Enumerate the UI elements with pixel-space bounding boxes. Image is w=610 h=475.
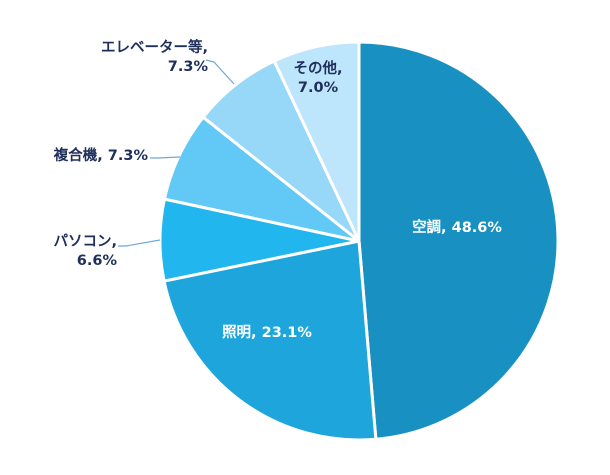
leader-line-3	[118, 239, 161, 247]
slice-label-line: 空調, 48.6%	[412, 218, 502, 236]
slice-label-line: エレベーター等,	[101, 38, 208, 56]
slice-label-line: 照明, 23.1%	[222, 324, 312, 341]
slice-label-4: 複合機, 7.3%	[53, 146, 149, 164]
leader-line-4	[150, 156, 181, 159]
slice-label-line: 6.6%	[77, 253, 118, 269]
slice-label-3: パソコン, 6.6%	[53, 233, 117, 269]
slice-label-line: その他,	[293, 59, 342, 77]
slice-label-6: その他, 7.0%	[293, 59, 342, 96]
pie-slice-6	[272, 40, 361, 242]
slice-label-2: 照明, 23.1%	[222, 324, 312, 341]
slice-label-5: エレベーター等, 7.3%	[101, 38, 208, 75]
slice-label-line: 7.0%	[298, 80, 339, 96]
leader-line-5	[205, 59, 235, 85]
slice-label-line: 複合機, 7.3%	[53, 146, 149, 164]
slice-label-line: パソコン,	[53, 233, 117, 250]
pie-slice-2	[162, 239, 378, 442]
pie-slice-1	[357, 40, 560, 441]
slice-label-line: 7.3%	[168, 59, 209, 75]
slice-label-1: 空調, 48.6%	[412, 218, 502, 236]
